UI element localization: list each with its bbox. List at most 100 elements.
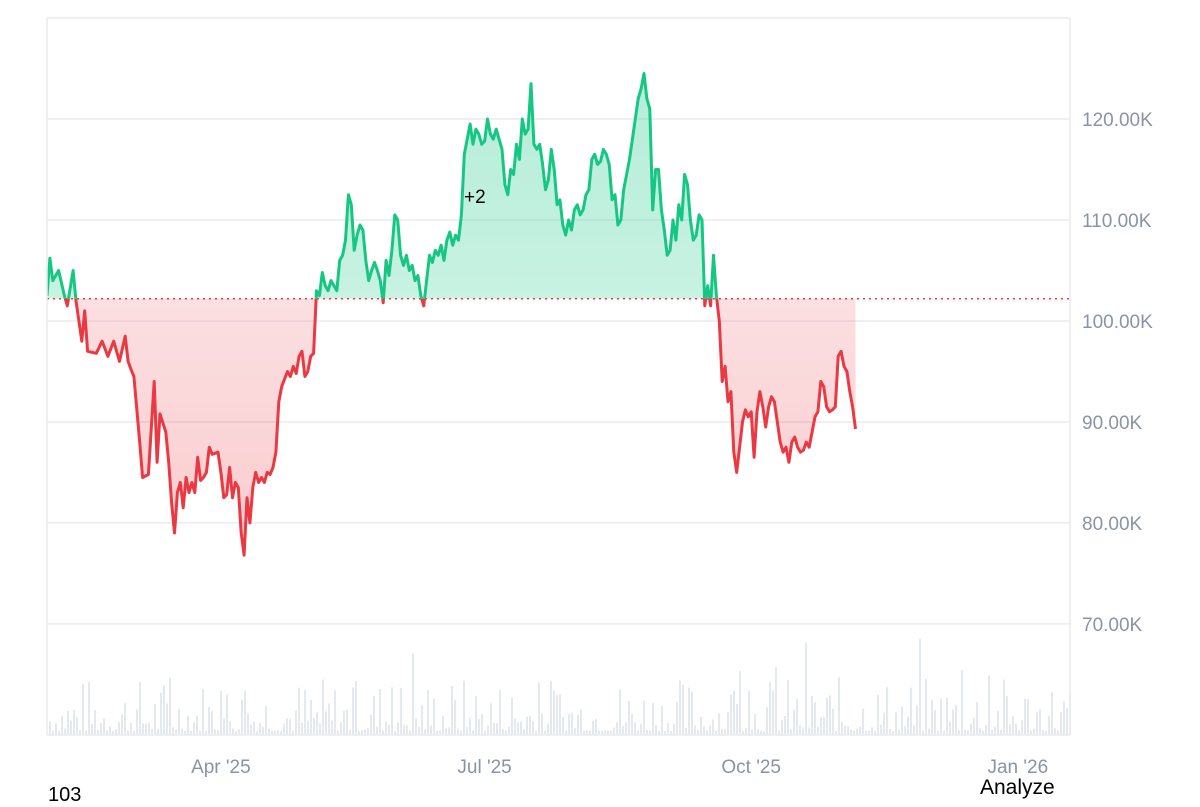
volume-bar: [550, 681, 552, 735]
volume-bar: [157, 728, 159, 735]
volume-bar: [424, 729, 426, 735]
volume-bar: [847, 726, 849, 735]
volume-bar: [604, 730, 606, 735]
volume-bar: [400, 688, 402, 735]
volume-bar: [901, 706, 903, 735]
volume-bar: [529, 715, 531, 735]
volume-bar: [115, 729, 117, 735]
volume-bar: [991, 729, 993, 735]
volume-bar: [64, 728, 66, 735]
volume-bar: [172, 727, 174, 735]
volume-bar: [406, 725, 408, 735]
price-area: [47, 73, 856, 556]
volume-bar: [625, 722, 627, 735]
volume-bar: [964, 729, 966, 735]
volume-bar: [562, 716, 564, 735]
volume-bar: [532, 721, 534, 735]
volume-bar: [121, 714, 123, 735]
volume-bar: [586, 730, 588, 735]
volume-bar: [559, 693, 561, 735]
volume-bar: [811, 695, 813, 735]
volume-bar: [253, 721, 255, 735]
volume-bar: [298, 687, 300, 735]
volume-bar: [895, 712, 897, 735]
volume-bar: [634, 722, 636, 735]
volume-bar: [151, 728, 153, 735]
volume-bar: [127, 730, 129, 735]
volume-bar: [496, 723, 498, 735]
volume-bar: [670, 730, 672, 735]
volume-bar: [304, 689, 306, 735]
volume-bar: [724, 729, 726, 735]
volume-bar: [433, 698, 435, 735]
volume-bar: [571, 712, 573, 735]
volume-bar: [217, 730, 219, 735]
volume-bar: [787, 680, 789, 735]
volume-bar: [508, 726, 510, 735]
volume-bar: [181, 728, 183, 735]
volume-bar: [730, 694, 732, 735]
volume-bar: [88, 681, 90, 735]
volume-bar: [592, 720, 594, 735]
volume-bar: [1003, 679, 1005, 735]
volume-bar: [367, 727, 369, 735]
volume-bar: [409, 730, 411, 735]
volume-bar: [208, 707, 210, 735]
volume-bar: [337, 730, 339, 735]
volume-bar: [448, 727, 450, 735]
volume-bar: [184, 730, 186, 735]
volume-bar: [646, 729, 648, 735]
volume-bar: [535, 731, 537, 735]
volume-bar: [211, 710, 213, 735]
volume-bar: [1066, 708, 1068, 735]
volume-bar: [526, 716, 528, 735]
volume-bar: [628, 700, 630, 735]
volume-bar: [391, 687, 393, 735]
volume-bar: [106, 730, 108, 735]
y-tick-label: 70.00K: [1082, 615, 1143, 636]
volume-bar: [1048, 716, 1050, 735]
volume-bar: [712, 719, 714, 735]
volume-bar: [784, 715, 786, 735]
volume-bar: [280, 730, 282, 735]
volume-bar: [160, 692, 162, 735]
volume-bar: [328, 703, 330, 735]
volume-bar: [94, 709, 96, 735]
volume-bar: [154, 704, 156, 735]
volume-bar: [928, 728, 930, 735]
volume-bar: [973, 717, 975, 735]
volume-bar: [247, 713, 249, 735]
volume-bar: [262, 726, 264, 735]
volume-bar: [685, 727, 687, 735]
volume-bar: [505, 730, 507, 735]
volume-bar: [235, 730, 237, 735]
volume-bar: [382, 730, 384, 735]
volume-bar: [73, 709, 75, 735]
volume-bar: [838, 677, 840, 735]
volume-bar: [619, 689, 621, 735]
volume-bar: [538, 682, 540, 735]
volume-bar: [322, 679, 324, 735]
volume-bar: [661, 705, 663, 735]
volume-bar: [376, 726, 378, 735]
volume-bar: [739, 671, 741, 735]
volume-bar: [718, 713, 720, 735]
volume-bar: [256, 730, 258, 735]
analyze-button[interactable]: Analyze: [980, 776, 1055, 799]
volume-bar: [1039, 709, 1041, 735]
volume-bar: [652, 702, 654, 735]
area-below-baseline: [65, 298, 856, 556]
volume-bar: [760, 730, 762, 735]
volume-bar: [472, 730, 474, 735]
volume-bar: [283, 723, 285, 735]
volume-bar: [358, 730, 360, 735]
volume-bar: [1057, 730, 1059, 735]
volume-bar: [682, 684, 684, 735]
volume-bar: [163, 685, 165, 735]
volume-bar: [961, 670, 963, 735]
volume-bar: [307, 720, 309, 735]
volume-bar: [877, 694, 879, 735]
volume-bar: [892, 730, 894, 735]
volume-bar: [502, 729, 504, 735]
volume-bar: [781, 720, 783, 735]
